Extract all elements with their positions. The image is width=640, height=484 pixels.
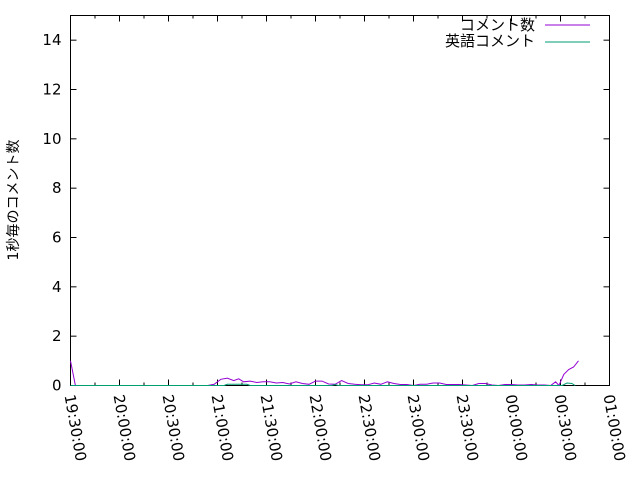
plot-frame xyxy=(70,15,610,386)
x-tick-label: 22:30:00 xyxy=(355,393,384,462)
y-tick-label: 10 xyxy=(42,130,61,148)
x-tick-label: 00:30:00 xyxy=(551,393,580,462)
x-tick-label: 21:30:00 xyxy=(257,393,286,462)
y-tick-label: 0 xyxy=(52,377,62,395)
y-tick-label: 6 xyxy=(52,229,62,247)
x-tick-label: 00:00:00 xyxy=(502,393,531,462)
legend: コメント数 英語コメント xyxy=(445,16,590,50)
y-axis-label: 1秒毎のコメント数 xyxy=(6,140,22,261)
y-tick-label: 12 xyxy=(42,81,61,99)
legend-label-1: 英語コメント xyxy=(445,32,535,50)
x-tick-label: 19:30:00 xyxy=(61,393,90,462)
x-tick-label: 23:30:00 xyxy=(453,393,482,462)
y-tick-label: 2 xyxy=(52,327,62,345)
x-tick-label: 22:00:00 xyxy=(306,393,335,462)
legend-label-0: コメント数 xyxy=(460,16,535,34)
series-line-0 xyxy=(70,360,579,387)
x-tick-label: 20:00:00 xyxy=(110,393,139,462)
series-line-1 xyxy=(70,382,576,386)
y-tick-label: 8 xyxy=(52,179,62,197)
x-tick-label: 20:30:00 xyxy=(159,393,188,462)
x-tick-label: 21:00:00 xyxy=(208,393,237,462)
x-tick-label: 23:00:00 xyxy=(404,393,433,462)
x-tick-label: 01:00:00 xyxy=(600,393,629,462)
y-tick-label: 4 xyxy=(52,278,62,296)
y-tick-label: 14 xyxy=(42,31,61,49)
